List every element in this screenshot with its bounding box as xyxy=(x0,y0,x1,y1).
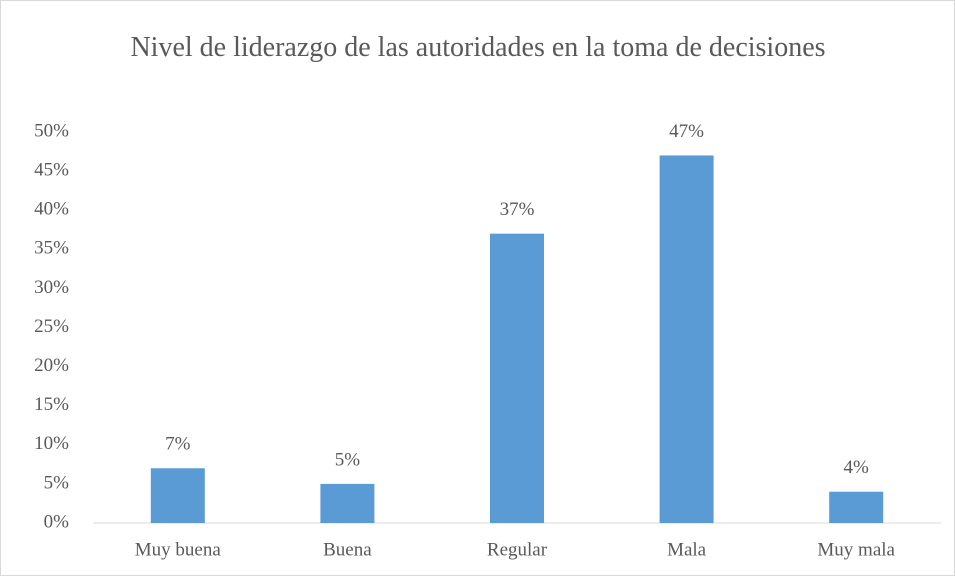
x-tick-label: Buena xyxy=(323,539,372,560)
data-label: 37% xyxy=(500,199,535,220)
bar xyxy=(490,233,544,523)
bar xyxy=(150,468,205,523)
data-label: 4% xyxy=(844,457,870,478)
data-label: 5% xyxy=(335,449,361,470)
x-tick-label: Regular xyxy=(487,539,548,560)
bar xyxy=(659,155,714,523)
y-tick-label: 50% xyxy=(34,120,69,141)
y-tick-label: 0% xyxy=(44,511,70,532)
x-tick-label: Mala xyxy=(667,539,707,560)
bar xyxy=(829,491,884,523)
bar xyxy=(320,483,375,523)
y-tick-label: 10% xyxy=(34,433,69,454)
y-tick-label: 5% xyxy=(44,472,70,493)
y-tick-label: 15% xyxy=(34,394,69,415)
y-tick-label: 25% xyxy=(34,316,69,337)
data-label: 7% xyxy=(165,434,191,455)
data-label: 47% xyxy=(669,121,704,142)
y-tick-label: 45% xyxy=(34,159,69,180)
y-tick-label: 30% xyxy=(34,277,69,298)
y-tick-label: 40% xyxy=(34,199,69,220)
x-tick-label: Muy mala xyxy=(817,539,895,560)
chart-title: Nivel de liderazgo de las autoridades en… xyxy=(130,32,826,63)
y-tick-label: 20% xyxy=(34,355,69,376)
x-tick-label: Muy buena xyxy=(135,539,222,560)
y-tick-label: 35% xyxy=(34,238,69,259)
